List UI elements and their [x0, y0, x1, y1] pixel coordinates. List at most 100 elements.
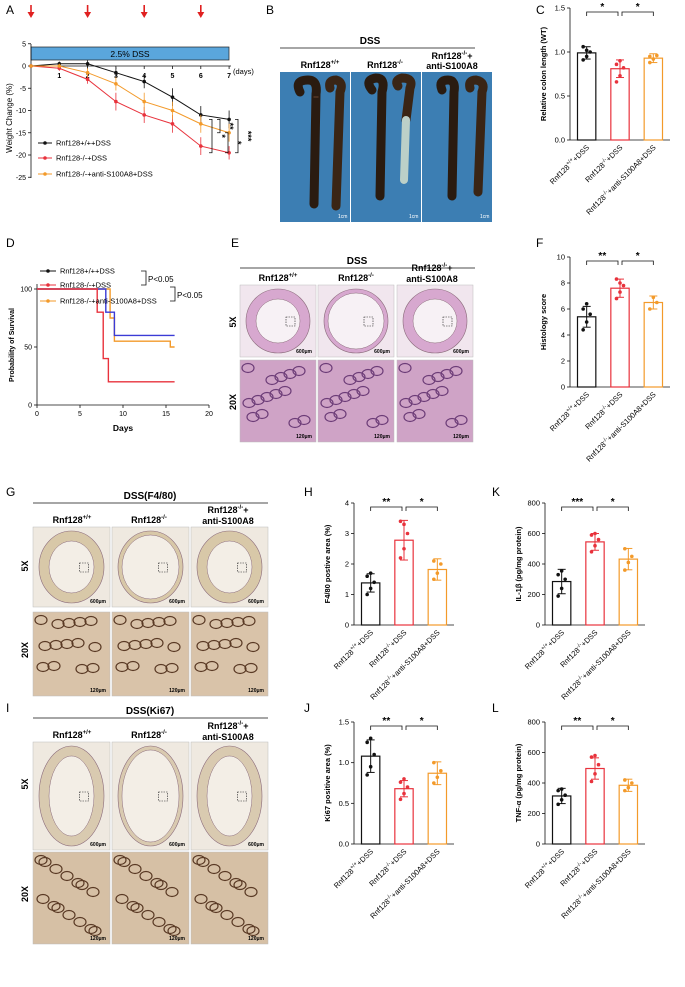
panel-g-label-ko: Rnf128-/-: [131, 515, 167, 525]
x-tick-label: 15: [162, 411, 170, 418]
data-point: [85, 70, 90, 75]
20x-image: [190, 851, 269, 945]
y-axis-label: Relative colon length (WT): [539, 26, 548, 121]
y-tick-label: 1: [345, 590, 349, 599]
data-point: [589, 533, 594, 537]
y-tick-label: 100: [20, 287, 32, 294]
data-point: [593, 543, 597, 548]
crypt: [246, 925, 260, 937]
crypt: [71, 877, 85, 889]
crypt: [207, 863, 221, 875]
y-tick-label: 1.5: [339, 718, 349, 727]
crypt: [274, 371, 288, 383]
scale-label: 120μm: [296, 434, 312, 440]
zoom-box: [442, 316, 453, 327]
20x-image: [32, 851, 111, 945]
scale-label: 600μm: [90, 599, 106, 605]
crypt: [150, 877, 164, 889]
data-point: [199, 122, 203, 126]
injection-arrowhead: [140, 12, 148, 18]
data-point: [556, 802, 560, 807]
data-point: [581, 307, 585, 311]
crypt: [47, 660, 61, 672]
scale-label: 600μm: [169, 599, 185, 605]
crypt: [192, 854, 206, 866]
panel-letter-l: L: [492, 701, 499, 715]
x-tick-label: 5: [171, 73, 175, 80]
data-point: [593, 531, 597, 536]
y-tick-label: 0: [345, 621, 349, 630]
significance-label: *: [420, 497, 424, 508]
y-tick-label: 800: [527, 718, 540, 727]
panel-d: 0 50 100 0 5 10 15 20 Days Probability of Surviva…: [9, 267, 213, 434]
colon-photo-ko: 1cm: [351, 72, 421, 222]
crypt: [60, 870, 74, 882]
crypt: [139, 638, 153, 650]
data-point: [623, 568, 627, 572]
crypt: [152, 616, 166, 628]
data-point: [559, 787, 564, 791]
series-line: [31, 65, 230, 134]
crypt: [431, 371, 445, 383]
data-point: [142, 113, 146, 117]
crypt: [38, 856, 52, 868]
crypt: [205, 900, 219, 912]
crypt: [51, 902, 65, 914]
data-point: [142, 99, 146, 104]
colon-photo-wt: 1cm: [280, 72, 350, 222]
significance-label: *: [636, 2, 640, 13]
pvalue-bracket: [170, 286, 176, 302]
crypt: [84, 615, 98, 627]
crypt: [426, 388, 440, 400]
crypt: [38, 640, 52, 652]
data-point: [199, 144, 203, 148]
crypt: [115, 661, 129, 673]
data-point: [563, 577, 567, 582]
crypt: [88, 641, 102, 653]
bar: [643, 57, 664, 141]
zoom-box: [285, 316, 296, 327]
x-tick-label: 20: [205, 411, 213, 418]
data-point: [655, 53, 659, 58]
crypt: [278, 385, 292, 397]
panel-g-label-anti-1: Rnf128-/-+: [208, 505, 249, 515]
panel-letter-g: G: [6, 485, 15, 499]
panel-a-xlabel: (days): [233, 67, 254, 76]
crypt: [71, 637, 85, 649]
data-point: [648, 60, 652, 65]
significance-label: **: [382, 716, 390, 727]
significance-bracket: [596, 506, 629, 511]
panel-letter-d: D: [6, 236, 15, 250]
data-point: [626, 560, 631, 565]
y-axis-label: F4/80 postive area (%): [323, 524, 332, 603]
crypt: [115, 893, 129, 905]
data-point: [621, 66, 626, 70]
data-point: [372, 752, 376, 757]
panel-letter-b: B: [266, 3, 274, 17]
zoom-box: [237, 562, 247, 573]
crypt: [398, 362, 412, 374]
data-point: [581, 328, 585, 332]
data-point: [618, 73, 622, 78]
lumen: [121, 534, 180, 600]
crypt: [399, 397, 413, 409]
significance-label: **: [598, 251, 606, 262]
significance-label: *: [611, 497, 615, 508]
y-tick-label: 400: [527, 560, 540, 569]
crypt: [113, 854, 127, 866]
data-point: [630, 554, 634, 559]
y-tick-label: -15: [16, 130, 26, 137]
crypt: [241, 362, 255, 374]
data-point: [626, 785, 631, 790]
crypt: [75, 663, 89, 675]
crypt: [370, 365, 384, 377]
crypt: [207, 639, 221, 651]
crypt: [34, 854, 48, 866]
data-point: [614, 62, 619, 67]
crypt: [229, 637, 243, 649]
crypt: [167, 641, 181, 653]
scale-label: 120μm: [169, 936, 185, 942]
legend-marker: [46, 283, 50, 287]
data-point: [227, 117, 231, 122]
significance-bracket: [561, 506, 594, 511]
